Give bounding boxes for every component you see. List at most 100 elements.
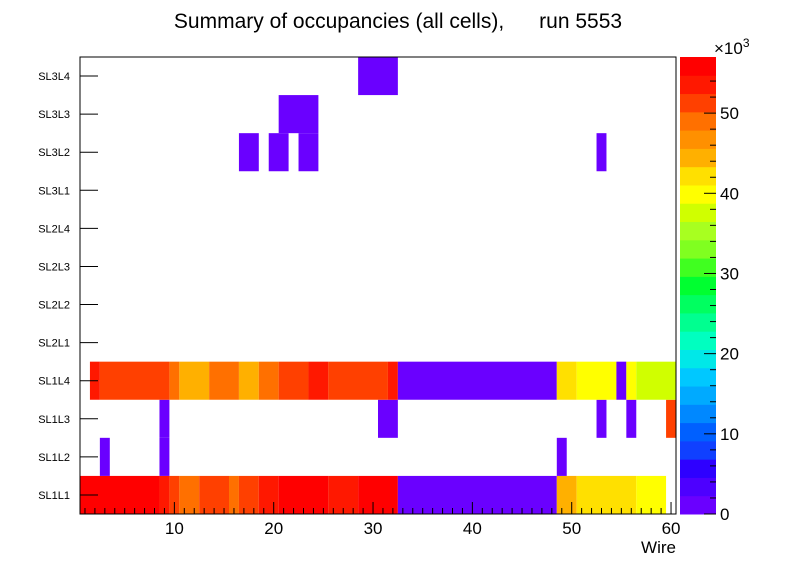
color-scale-axis: ×103 0 10 20 30 40 50 [704,36,750,524]
heatmap-cell-sl3l2 [268,133,289,172]
heatmap-cell-sl3l2 [596,133,607,172]
heatmap-cell-sl1l1 [159,475,170,514]
heatmap-cell-sl1l4 [397,361,557,400]
heatmap-cell-sl1l1 [556,475,577,514]
heatmap-cell-sl1l4 [576,361,617,400]
color-scale-band [680,349,716,369]
heatmap-cell-sl3l4 [358,57,398,96]
y-tick-label-sl1l4: SL1L4 [38,376,70,388]
heatmap-cell-sl1l4 [556,361,577,400]
plot-frame [79,56,677,515]
color-scale-band [680,111,716,131]
heatmap-cell-sl1l2 [556,437,567,476]
heatmap-cell-sl1l1 [179,475,200,514]
color-scale-band [680,184,716,204]
heatmap-cell-sl1l3 [596,399,607,438]
z-tick-label: 50 [720,104,739,123]
y-axis: SL1L1 SL1L2 SL1L3 SL1L4 SL2L1 SL2L2 SL2L3 SL2L4… [38,71,98,502]
z-tick-label: 40 [720,184,739,203]
x-tick-label: 30 [364,519,383,538]
heatmap-cell-sl1l1 [238,475,259,514]
y-tick-label-sl2l3: SL2L3 [38,261,70,273]
color-scale-band [680,221,716,241]
heatmap-cell-sl1l1 [169,475,180,514]
heatmap-cell-sl1l4 [616,361,627,400]
color-scale-band [680,404,716,424]
heatmap-cell-sl1l1 [576,475,637,514]
z-tick-label: 0 [720,505,729,524]
heatmap-cell-sl3l2 [298,133,319,172]
heatmap-cell-sl1l1 [636,475,667,514]
y-tick-label-sl1l3: SL1L3 [38,414,70,426]
y-tick-label-sl3l3: SL3L3 [38,109,70,121]
heatmap-cell-sl1l1 [258,475,279,514]
heatmap-cell-sl1l4 [328,361,388,400]
heatmap-cell-sl1l4 [308,361,329,400]
heatmap-cells [80,57,676,514]
heatmap-cell-sl1l1 [328,475,359,514]
x-tick-label: 20 [264,519,283,538]
color-scale-band [680,148,716,168]
heatmap-cell-sl1l1 [397,475,557,514]
y-tick-label-sl2l1: SL2L1 [38,338,70,350]
heatmap-cell-sl3l3 [278,95,319,134]
y-tick-label-sl1l1: SL1L1 [38,490,70,502]
heatmap-cell-sl1l1 [199,475,229,514]
chart-title: Summary of occupancies (all cells), run … [174,10,622,33]
color-scale-band [680,75,716,95]
x-tick-label: 10 [165,519,184,538]
heatmap-cell-sl1l4 [99,361,170,400]
heatmap-cell-sl1l4 [626,361,637,400]
heatmap-cell-sl1l2 [99,437,110,476]
color-scale-band [680,312,716,332]
x-axis-label: Wire [641,538,676,557]
heatmap-cell-sl1l4 [636,361,676,400]
z-multiplier: ×10 [714,39,743,58]
plot-border [79,56,677,515]
color-scale-band [680,130,716,149]
color-scale-band [680,239,716,259]
z-tick-label: 20 [720,345,739,364]
x-tick-label: 40 [463,519,482,538]
x-tick-label: 50 [562,519,581,538]
heatmap-cell-sl1l3 [378,399,398,438]
heatmap-cell-sl1l4 [258,361,279,400]
color-scale-band [680,422,716,442]
color-scale-band [680,367,716,387]
heatmap-cell-sl1l4 [238,361,259,400]
heatmap-cell-sl1l4 [387,361,398,400]
y-tick-label-sl3l1: SL3L1 [38,185,70,197]
color-scale-band [680,386,716,405]
x-axis: 10 20 30 40 50 60 [84,502,681,538]
color-scale-band [680,276,716,296]
heatmap-cell-sl1l4 [169,361,180,400]
z-tick-label: 30 [720,264,739,283]
z-exponent: 3 [743,36,750,50]
color-scale-band [680,57,716,76]
y-tick-label-sl3l2: SL3L2 [38,147,70,159]
y-tick-label-sl2l4: SL2L4 [38,223,70,235]
color-scale-band [680,459,716,478]
heatmap-cell-sl1l1 [229,475,239,514]
y-tick-label-sl3l4: SL3L4 [38,71,70,83]
heatmap-cell-sl1l3 [666,399,676,438]
x-tick-label: 60 [662,519,681,538]
color-scale-band [680,495,716,515]
color-scale-band [680,166,716,186]
heatmap-cell-sl1l2 [159,437,170,476]
heatmap-cell-sl1l1 [358,475,398,514]
heatmap-cell-sl3l2 [238,133,259,172]
heatmap-cell-sl1l4 [209,361,239,400]
heatmap-cell-sl1l1 [278,475,329,514]
heatmap-cell-sl1l4 [179,361,210,400]
color-scale-band [680,93,716,113]
heatmap-cell-sl1l3 [159,399,170,438]
heatmap-cell-sl1l3 [626,399,637,438]
y-tick-label-sl1l2: SL1L2 [38,452,70,464]
color-scale-band [680,331,716,350]
color-scale-band [680,477,716,497]
z-tick-label: 10 [720,425,739,444]
heatmap-cell-sl1l4 [278,361,309,400]
